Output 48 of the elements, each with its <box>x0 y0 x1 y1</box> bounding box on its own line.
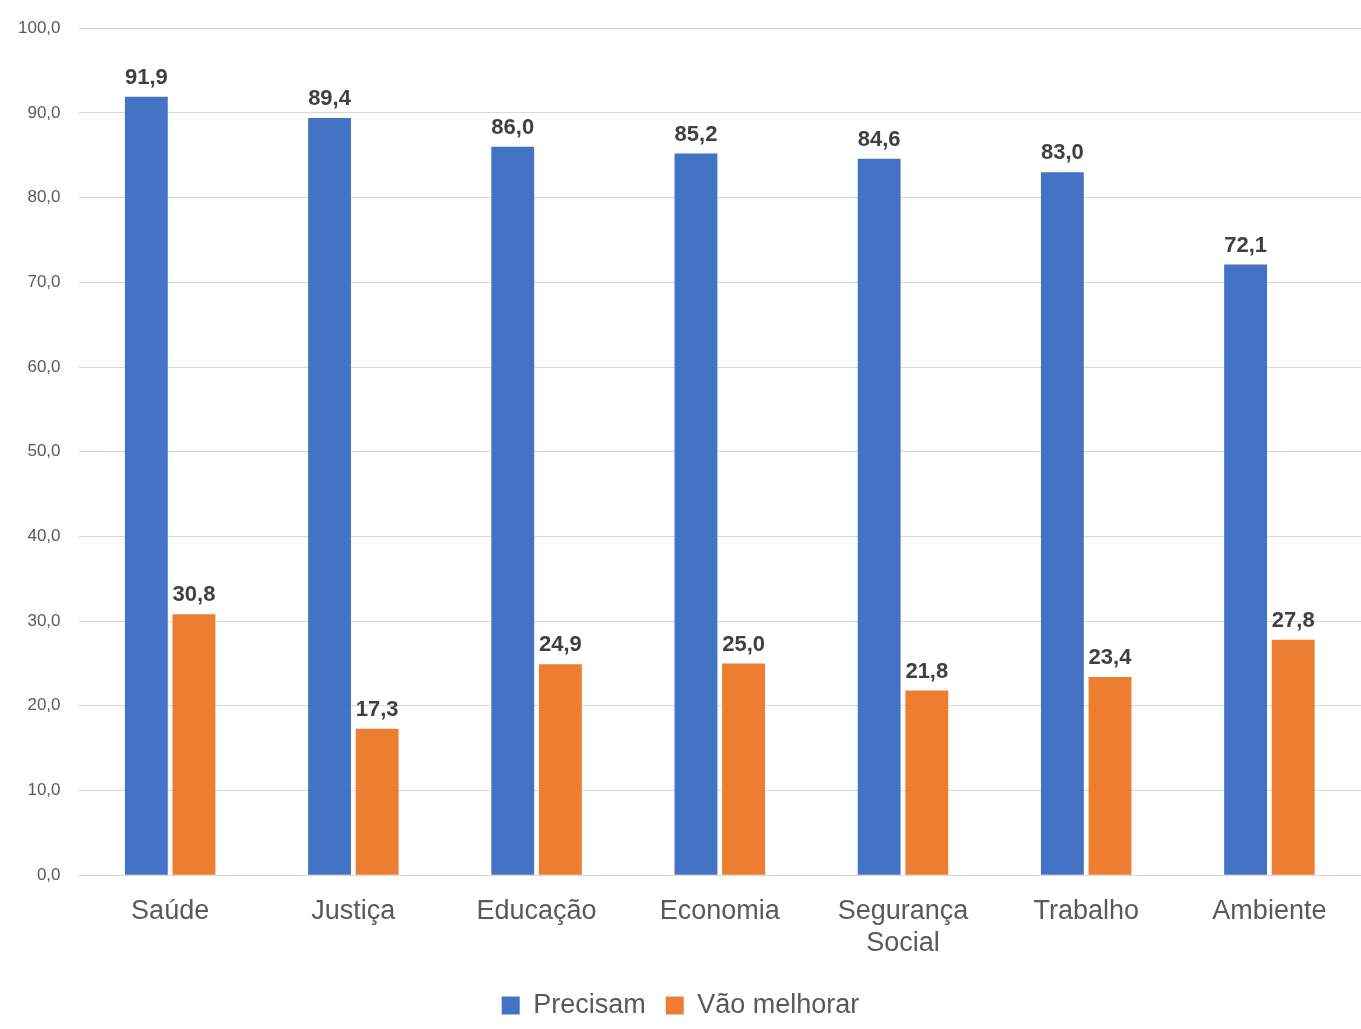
bar <box>491 146 535 875</box>
data-label: 24,9 <box>538 631 582 657</box>
bar <box>172 614 216 875</box>
bar <box>857 158 901 875</box>
data-label: 21,8 <box>905 657 949 683</box>
data-label: 27,8 <box>1271 606 1315 632</box>
x-tick-label: Justiça <box>311 894 397 925</box>
bar <box>538 664 582 875</box>
data-label: 83,0 <box>1040 139 1084 165</box>
x-tick-label: Educação <box>476 894 597 925</box>
bar <box>124 96 168 875</box>
data-label: 23,4 <box>1088 644 1133 670</box>
y-tick-label: 0,0 <box>36 864 61 884</box>
legend-label: Vão melhorar <box>697 988 860 1019</box>
data-label: 30,8 <box>172 581 216 607</box>
y-tick-label: 50,0 <box>27 441 61 461</box>
bar <box>355 728 399 875</box>
y-tick-label: 30,0 <box>27 610 61 630</box>
data-label: 25,0 <box>722 630 765 656</box>
bar <box>674 153 718 875</box>
data-label: 17,3 <box>355 695 399 721</box>
data-label: 72,1 <box>1224 231 1267 257</box>
y-tick-label: 20,0 <box>27 695 61 715</box>
y-tick-label: 40,0 <box>27 526 61 546</box>
y-tick-label: 10,0 <box>27 780 61 800</box>
data-label: 91,9 <box>124 63 168 89</box>
bar <box>308 117 351 875</box>
y-tick-label: 80,0 <box>27 187 61 207</box>
legend-label: Precisam <box>533 988 646 1019</box>
x-tick-label: Segurança Social <box>837 894 970 958</box>
x-tick-label: Trabalho <box>1033 894 1139 925</box>
data-label: 89,4 <box>308 85 352 111</box>
bar <box>1271 639 1315 875</box>
bar <box>722 663 766 875</box>
y-tick-label: 90,0 <box>27 102 61 122</box>
x-tick-label: Economia <box>659 894 781 925</box>
x-tick-label: Saúde <box>131 894 210 925</box>
y-tick-label: 60,0 <box>27 356 61 376</box>
bar <box>1088 677 1132 875</box>
x-tick-label: Ambiente <box>1212 894 1327 925</box>
y-tick-label: 100,0 <box>17 17 61 37</box>
y-tick-label: 70,0 <box>27 271 61 291</box>
bar <box>1224 264 1268 875</box>
data-label: 86,0 <box>491 113 535 139</box>
data-label: 85,2 <box>674 120 718 146</box>
data-label: 84,6 <box>857 125 901 151</box>
bar <box>1040 172 1084 875</box>
bar <box>905 690 949 875</box>
